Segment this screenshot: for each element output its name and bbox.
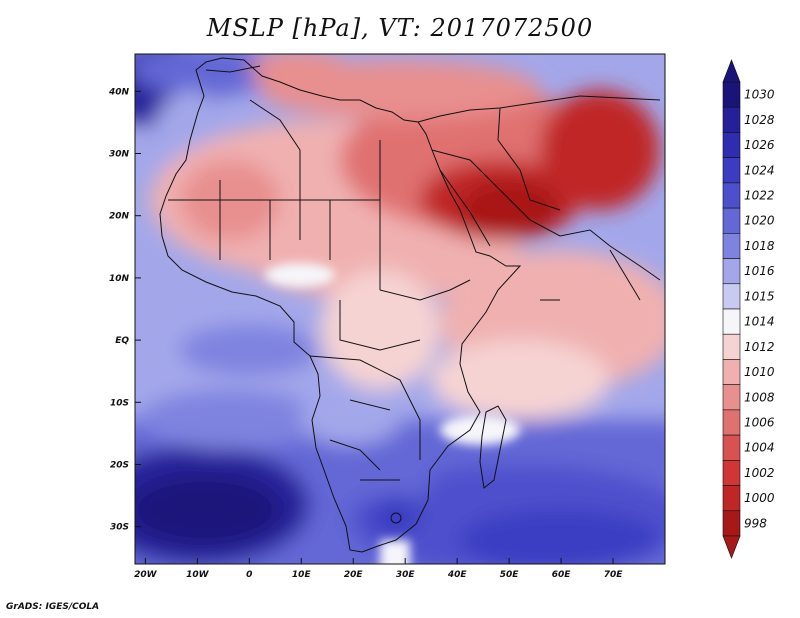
colorbar: 1030 1028 1026 1024 1022 1020 1018 1016 1015 1014… [722, 59, 775, 559]
y-tick-label: 10S [110, 398, 129, 408]
colorbar-label: 1028 [744, 113, 775, 127]
colorbar-label: 1010 [744, 365, 775, 379]
colorbar-label: 1002 [744, 466, 775, 480]
x-axis: 20W 10W 0 10E 20E 30E 40E 50E 60E 70E [134, 558, 623, 580]
colorbar-swatch [722, 258, 741, 285]
colorbar-swatch [722, 359, 741, 385]
colorbar-top-arrow [722, 59, 741, 83]
colorbar-swatch [722, 333, 741, 360]
colorbar-swatch [722, 132, 741, 158]
y-tick-label: 30S [110, 523, 129, 533]
colorbar-swatch [722, 157, 741, 184]
colorbar-swatch [722, 485, 741, 512]
colorbar-label: 1030 [744, 88, 775, 102]
colorbar-swatch [722, 81, 741, 108]
x-tick-label: 50E [500, 570, 520, 580]
pressure-field [135, 54, 665, 564]
colorbar-label: 1024 [744, 163, 775, 177]
x-tick-label: 20W [134, 570, 158, 580]
y-tick-label: 20N [109, 212, 130, 222]
colorbar-label: 1014 [744, 315, 775, 329]
x-tick-label: 40E [447, 570, 468, 580]
map-title: MSLP [hPa], VT: 2017072500 [206, 14, 594, 42]
colorbar-swatch [722, 283, 741, 310]
footer-credit: GrADS: IGES/COLA [6, 602, 100, 612]
colorbar-label: 1016 [744, 264, 775, 278]
colorbar-swatch [722, 434, 741, 461]
colorbar-bottom-arrow [722, 535, 741, 559]
colorbar-label: 1015 [744, 289, 775, 303]
colorbar-label: 1022 [744, 189, 775, 203]
colorbar-swatch [722, 384, 741, 411]
x-tick-label: 60E [552, 570, 572, 580]
y-tick-label: 30N [109, 150, 130, 160]
colorbar-label: 1006 [744, 416, 775, 430]
x-tick-label: 0 [246, 570, 252, 580]
y-tick-label: 10N [109, 274, 130, 284]
colorbar-swatch [722, 182, 741, 209]
colorbar-label: 1012 [744, 340, 775, 354]
colorbar-swatch [722, 106, 741, 133]
y-tick-label: 20S [110, 460, 129, 470]
colorbar-swatch [722, 460, 741, 486]
colorbar-label: 1008 [744, 390, 775, 404]
colorbar-swatch [722, 409, 741, 436]
x-tick-label: 30E [396, 570, 416, 580]
colorbar-swatch [722, 233, 741, 259]
map-frame [134, 53, 666, 565]
colorbar-label: 1004 [744, 441, 775, 455]
x-tick-label: 70E [604, 570, 624, 580]
y-tick-label: 40N [108, 87, 130, 97]
coastlines [159, 57, 661, 553]
x-tick-label: 10E [292, 570, 312, 580]
colorbar-swatch [722, 308, 741, 335]
colorbar-label: 1000 [744, 491, 775, 505]
y-tick-label: EQ [115, 336, 129, 346]
x-tick-label: 10W [186, 570, 210, 580]
y-axis: 40N 30N 20N 10N EQ 10S 20S 30S [108, 87, 141, 533]
x-tick-label: 20E [344, 570, 364, 580]
colorbar-label: 1026 [744, 138, 775, 152]
colorbar-swatch [722, 207, 741, 234]
colorbar-label: 1018 [744, 239, 775, 253]
colorbar-swatch [722, 510, 741, 537]
colorbar-label: 1020 [744, 214, 775, 228]
colorbar-label: 998 [744, 516, 767, 530]
